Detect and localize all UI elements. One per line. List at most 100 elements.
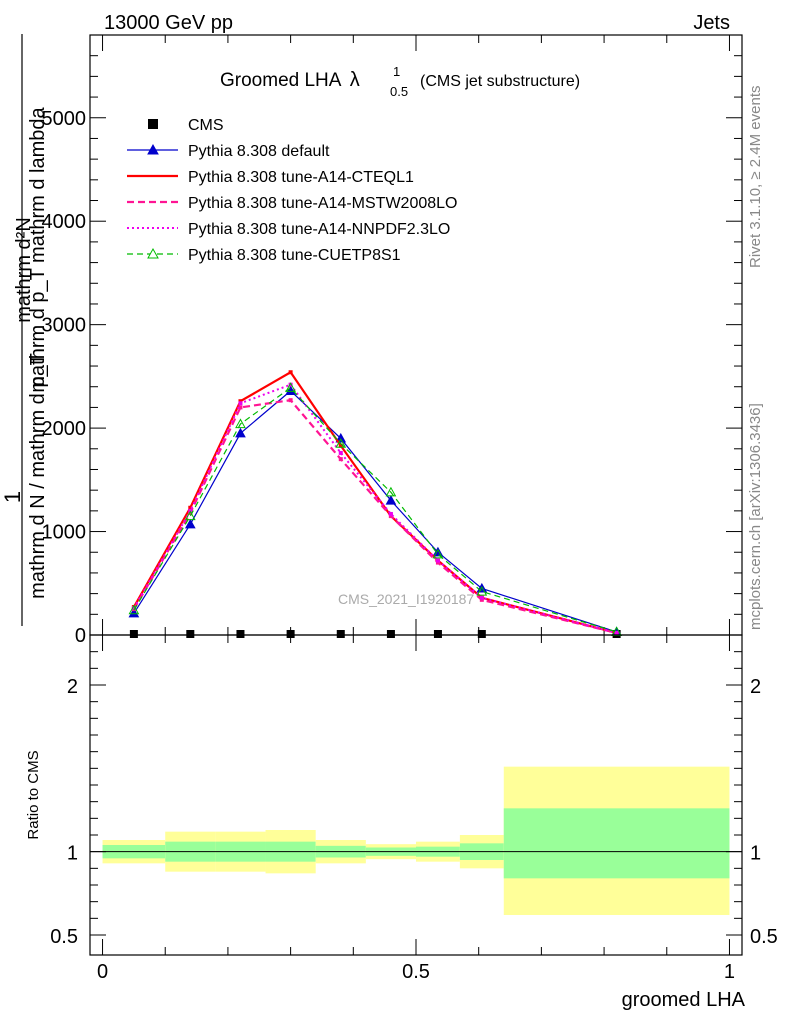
main-ylabel-frac-top: mathrm d²N [13,217,35,323]
cuetp-marker [432,548,444,559]
cms-data-point [186,630,195,638]
main-title-sub: 0.5 [390,84,408,99]
cuetp-marker [285,382,296,392]
ratio-xlabel: groomed LHA [622,989,746,1011]
cuetp-marker [184,510,196,521]
mstw-marker [238,405,243,410]
legend-item-default: Pythia 8.308 default [127,143,330,160]
legend-label: Pythia 8.308 tune-CUETP8S1 [188,247,401,264]
ratio-ylabel: Ratio to CMS [25,750,42,839]
ratio-ticks: 0.5 0.5 1 1 2 2 0 0.5 1 [50,635,778,983]
main-ylabel-frac-bottom: mathrm d p_T mathrm d lambda [27,106,49,392]
cuetp-marker [385,486,397,497]
default-marker [335,432,347,443]
cuetp-marker [335,438,347,448]
nnpdf-marker [338,450,343,455]
main-ytick-label: 1000 [42,522,87,544]
default-marker [235,427,246,438]
legend-label: CMS [188,117,224,134]
legend-label: Pythia 8.308 default [188,143,330,160]
cms-data-point [386,630,395,638]
nnpdf-marker [435,558,440,563]
default-marker [285,385,296,395]
cms-data-point [236,630,245,638]
header-right: Jets [693,12,730,34]
series-line-cuetp [133,386,617,633]
cteql1-marker [238,399,243,404]
main-ytick-label: 4000 [42,211,87,233]
mstw-marker [338,457,343,462]
cms-data-point [433,630,442,638]
mstw-marker [435,560,440,565]
legend-item-data: CMS [148,117,224,134]
main-title-symbol: λ [350,69,360,91]
main-ylabel-over: mathrm d N / mathrm d p_T [27,353,49,599]
default-marker [385,494,397,505]
main-panel: 0 1000 2000 3000 4000 5000 Groomed LHA λ 1 0.… [0,34,743,647]
ratio-band-inner [503,808,730,879]
cteql1-marker [188,505,193,510]
legend-marker [147,143,159,155]
main-ticks: 0 1000 2000 3000 4000 5000 [42,34,742,647]
ratio-frame [89,634,743,956]
ratio-panel: 0.5 0.5 1 1 2 2 0 0.5 1 Ratio to CMS groomed LHA [25,634,778,1011]
main-title-suffix: (CMS jet substructure) [420,73,580,90]
legend-label: Pythia 8.308 tune-A14-NNPDF2.3LO [188,221,450,238]
ratio-ytick-label: 1 [67,843,78,865]
legend-label: Pythia 8.308 tune-A14-MSTW2008LO [188,195,457,212]
legend-label: Pythia 8.308 tune-A14-CTEQL1 [188,169,414,186]
cms-data-point [336,630,345,638]
legend-item-nnpdf: Pythia 8.308 tune-A14-NNPDF2.3LO [127,221,450,238]
main-ytick-label: 0 [75,625,86,647]
main-title: Groomed LHA λ [220,69,360,91]
cuetp-marker [128,604,140,615]
mcplots-text: mcplots.cern.ch [arXiv:1306.3436] [747,403,764,630]
cms-data-point [477,630,486,638]
main-series-layer [128,370,622,638]
cuetp-marker [235,418,246,429]
legend-marker [147,247,159,259]
cms-data-point [286,630,295,638]
nnpdf-marker [388,511,393,516]
ratio-bands-layer [102,766,730,915]
ratio-ytick-label-right: 0.5 [750,926,778,948]
ratio-xtick-label: 1 [724,961,735,983]
legend: CMS Pythia 8.308 default Pythia 8.308 tune… [127,117,457,264]
cms-data-point [129,630,138,638]
ratio-ytick-label-right: 2 [750,676,761,698]
main-ytick-label: 5000 [42,108,87,130]
header-left: 13000 GeV pp [104,12,233,34]
main-ylabel-one: 1 [0,491,25,503]
mstw-marker [479,597,484,602]
ratio-ytick-label: 0.5 [50,926,78,948]
ratio-xtick-label: 0.5 [402,961,430,983]
main-title-sup: 1 [393,64,400,79]
legend-swatch [148,119,158,129]
main-ytick-label: 3000 [42,315,87,337]
nnpdf-marker [131,606,136,611]
main-title-text: Groomed LHA [220,70,342,91]
ratio-ytick-label: 2 [67,676,78,698]
watermark-text: CMS_2021_I1920187 [338,591,474,607]
nnpdf-marker [479,595,484,600]
ratio-xtick-label: 0 [97,961,108,983]
default-marker [184,518,196,529]
cteql1-marker [288,370,293,375]
cuetp-marker [476,586,488,596]
legend-item-mstw: Pythia 8.308 tune-A14-MSTW2008LO [127,195,457,212]
series-data [129,630,621,638]
series-line-nnpdf [133,383,617,634]
rivet-version-text: Rivet 3.1.10, ≥ 2.4M events [747,86,764,269]
default-marker [128,607,140,618]
main-ylabel: 1 mathrm d²N mathrm d p_T mathrm d lambd… [0,34,49,626]
series-cuetp [128,382,622,636]
nnpdf-marker [614,630,619,635]
ratio-ytick-label-right: 1 [750,843,761,865]
cteql1-marker [338,443,343,448]
mstw-marker [388,514,393,519]
nnpdf-marker [238,401,243,406]
legend-item-cuetp: Pythia 8.308 tune-CUETP8S1 [127,247,401,264]
legend-item-cteql1: Pythia 8.308 tune-A14-CTEQL1 [127,169,414,186]
main-ytick-label: 2000 [42,418,87,440]
